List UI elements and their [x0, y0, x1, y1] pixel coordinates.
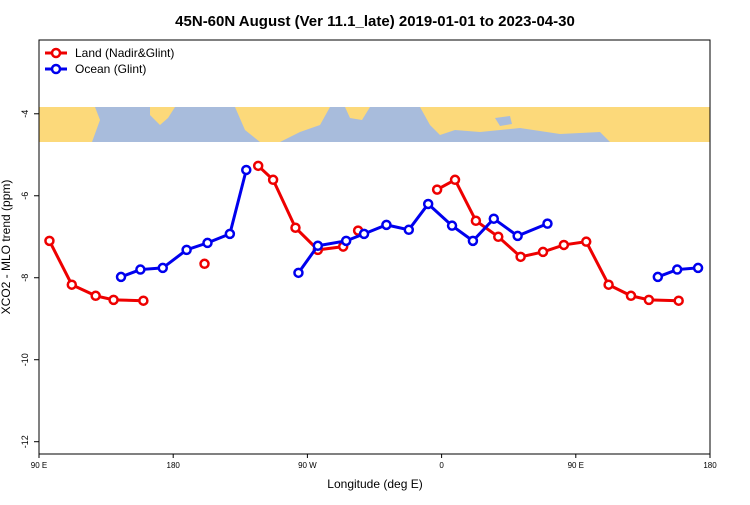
map-land	[345, 107, 370, 120]
data-point	[580, 236, 592, 247]
data-point	[358, 228, 370, 240]
data-point	[181, 244, 192, 256]
data-point	[446, 220, 458, 231]
map-land	[39, 107, 100, 142]
data-point	[470, 215, 482, 227]
map-land	[420, 107, 710, 142]
data-point	[422, 198, 434, 210]
data-point	[202, 237, 213, 249]
x-tick-label: 90 E	[31, 461, 47, 470]
data-point	[542, 218, 553, 229]
x-tick-label: 180	[167, 461, 181, 470]
data-point	[157, 262, 169, 274]
data-point	[603, 279, 614, 290]
y-axis-label: XCO2 - MLO trend (ppm)	[0, 180, 13, 315]
legend-label: Land (Nadir&Glint)	[75, 46, 174, 60]
data-point	[671, 264, 683, 275]
legend-marker	[50, 47, 62, 59]
x-tick-label: 180	[703, 461, 717, 470]
y-tick-label: -6	[20, 192, 30, 200]
data-point	[488, 213, 500, 224]
x-tick-label: 90 E	[568, 461, 584, 470]
series-line	[297, 201, 549, 274]
data-point	[692, 262, 704, 274]
y-tick-label: -4	[20, 110, 30, 118]
legend-marker	[50, 63, 62, 75]
x-tick-label: 90 W	[298, 461, 317, 470]
data-point	[403, 224, 415, 236]
data-point	[115, 271, 127, 283]
data-point	[252, 160, 264, 172]
data-point	[135, 264, 146, 275]
data-point	[90, 290, 101, 302]
data-point	[625, 290, 637, 302]
data-point	[66, 279, 78, 290]
data-point	[340, 235, 352, 247]
data-point	[515, 251, 526, 263]
data-point	[290, 222, 301, 233]
map-water	[495, 116, 512, 126]
data-point	[293, 267, 304, 279]
y-tick-label: -10	[20, 353, 30, 366]
series-line	[120, 169, 248, 279]
data-point	[267, 174, 279, 186]
x-tick-label: 0	[439, 461, 444, 470]
data-point	[449, 174, 461, 186]
data-point	[312, 240, 324, 252]
data-point	[241, 164, 252, 176]
map-land	[150, 107, 175, 125]
data-point	[138, 295, 149, 306]
map-land	[235, 107, 330, 142]
data-point	[652, 271, 664, 283]
data-point	[512, 230, 523, 242]
y-tick-label: -12	[20, 435, 30, 448]
chart-title: 45N-60N August (Ver 11.1_late) 2019-01-0…	[175, 13, 575, 30]
data-point	[108, 294, 119, 306]
data-point	[558, 239, 570, 251]
data-point	[199, 258, 210, 270]
data-point	[467, 235, 479, 247]
data-point	[44, 235, 55, 247]
data-point	[381, 219, 392, 231]
data-point	[673, 295, 684, 306]
map-strip	[39, 107, 710, 142]
data-point	[537, 246, 549, 258]
data-point	[493, 231, 504, 243]
x-axis-label: Longitude (deg E)	[327, 477, 422, 491]
data-point	[431, 184, 443, 195]
y-tick-label: -8	[20, 274, 30, 282]
data-point	[643, 294, 655, 306]
legend-label: Ocean (Glint)	[75, 62, 146, 76]
data-point	[224, 228, 236, 240]
plot-frame	[38, 39, 711, 455]
